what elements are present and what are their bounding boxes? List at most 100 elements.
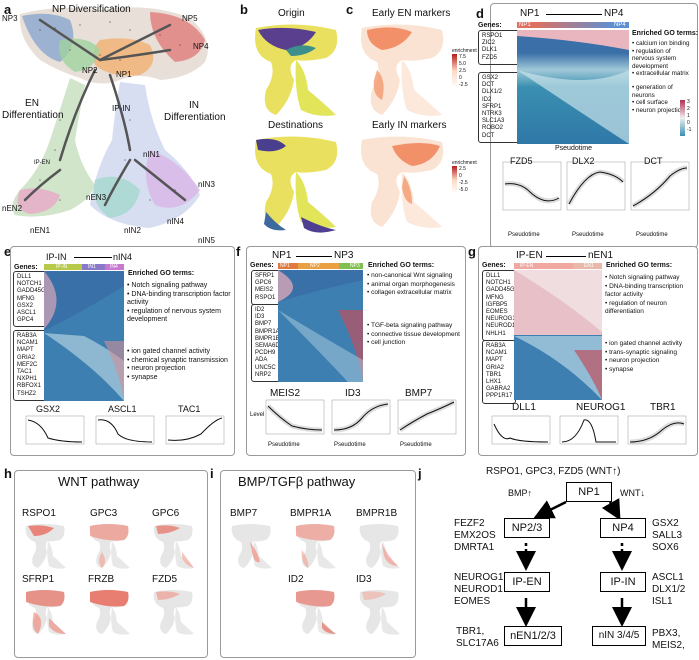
node-np4: NP4: [193, 42, 209, 51]
node-nin1: nIN1: [143, 150, 160, 159]
in-differentiation-label: IN Differentiation: [164, 100, 226, 123]
node-ipen-box: IP-EN: [504, 572, 550, 592]
panel-d-from: NP1: [520, 8, 540, 19]
panel-e-lineplots: [25, 415, 225, 445]
panel-i-umaps: [231, 524, 400, 635]
panel-e-plot-ascl1: ASCL1: [108, 404, 137, 414]
panel-e-from: IP-IN: [46, 252, 67, 262]
panel-d-xlabel: Pseudotime: [555, 145, 592, 152]
panel-e-genes-top: DLL1 NOTCH1 GADD45G MFNG GSX2 ASCL1 GPC4: [13, 271, 47, 328]
panel-f-plot-id3: ID3: [345, 388, 361, 399]
panel-e-heatmap: [44, 271, 124, 401]
panel-g-plot-tbr1: TBR1: [650, 402, 676, 413]
panel-a-umap: [12, 7, 208, 228]
panel-d-terms-top: calcium ion bindingregulation of nervous…: [632, 40, 694, 78]
bmp-up-label: BMP↑: [508, 488, 533, 498]
panel-g-go-label: Enriched GO terms:: [606, 262, 673, 269]
panel-d-terms-bottom: generation of neuronscell surfaceneuron …: [632, 84, 694, 114]
node-nin5: nIN5: [198, 236, 215, 245]
panel-f-seg-np1: NP1: [280, 263, 290, 269]
panel-b-letter: b: [240, 2, 248, 17]
panel-e-arrow: [74, 257, 112, 258]
early-in-umap: [361, 136, 444, 228]
panel-e-genes-label: Genes:: [14, 264, 38, 271]
node-np5: NP5: [182, 14, 198, 23]
panel-f-plot-bmp7: BMP7: [405, 388, 433, 399]
early-en-umap: [361, 24, 444, 116]
panel-d-letter: d: [476, 6, 484, 21]
panel-d-genes-label: Genes:: [478, 22, 502, 29]
panel-c-letter: c: [346, 2, 354, 17]
panel-g-terms-top: Notch signaling pathwayDNA-binding trans…: [605, 274, 695, 317]
panel-h-box: [14, 470, 208, 658]
panel-i-letter: i: [210, 466, 214, 481]
panel-g-segment-bar: [514, 263, 602, 269]
ip-en-label: IP-EN: [34, 160, 51, 166]
panel-e-seg-in4: IN4: [110, 264, 118, 270]
node-nin4: nIN4: [167, 217, 184, 226]
enrichment-legend-2: enrichment 2.5 0 -2.5 -5.0: [452, 160, 477, 194]
panel-e-go-label: Enriched GO terms:: [128, 270, 195, 277]
node-nen3: nEN3: [86, 193, 107, 202]
panel-d-to: NP4: [604, 8, 624, 19]
panel-f-xlabel-3: Pseudotime: [400, 442, 432, 448]
panel-g-genes-bottom: RAB3A NCAM1 MAPT GRIA2 TBR1 LHX1 GABRA2 PPP1R17: [482, 340, 516, 404]
panel-e-segment-bar: [44, 264, 124, 270]
node-nen2: nEN2: [2, 204, 23, 213]
panel-d-seg-np1: NP1: [519, 22, 531, 28]
panel-g-from: IP-EN: [516, 250, 543, 261]
panel-g-plot-dll1: DLL1: [512, 402, 536, 413]
panel-d-scale: [680, 100, 685, 136]
panel-d-genes-top: RSPO1 ZIC2 DLK1 FZD5: [478, 30, 522, 65]
bmp-bmp7-label: BMP7: [230, 508, 258, 519]
panel-j-right-genes-3: PBX3, MEIS2,: [652, 628, 685, 651]
panel-h-letter: h: [4, 466, 12, 481]
wnt-gpc6-label: GPC6: [152, 508, 180, 519]
node-np3: NP3: [2, 14, 18, 23]
panel-e-plot-gsx2: GSX2: [36, 404, 61, 414]
panel-e-terms-bottom: ion gated channel activitychemical synap…: [127, 348, 231, 382]
panel-f-to: NP3: [334, 250, 354, 261]
panel-f-ylabel: Level: [250, 412, 265, 418]
panel-f-from: NP1: [272, 250, 292, 261]
bmp-bmpr1a-label: BMPR1A: [290, 508, 332, 519]
node-np1: NP1: [116, 70, 132, 79]
panel-j-arrows: [516, 498, 632, 627]
panel-d-genes-bottom: GSX2 DCT DLX1/2 ID2 SFRP1 NTRK3 SLC1A3 ROBO2 DCT: [478, 72, 522, 143]
node-np2: NP2: [82, 66, 98, 75]
destinations-umap: [255, 136, 338, 233]
wnt-frzb-label: FRZB: [88, 574, 115, 585]
panel-g-terms-bottom: ion gated channel activitytrans-synaptic…: [605, 340, 695, 374]
panel-f-plot-meis2: MEIS2: [270, 388, 301, 399]
panel-j-right-genes-1: GSX2 SALL3 SOX6: [652, 518, 683, 553]
panel-f-terms-bottom: TGF-beta signaling pathwayconnective tis…: [367, 322, 463, 348]
panel-f-segment-bar: [278, 263, 363, 269]
panel-f-seg-np2: NP2: [310, 263, 320, 269]
panel-a-letter: a: [4, 2, 12, 17]
panel-j-right-genes-2: ASCL1 DLX1/2 ISL1: [652, 572, 686, 607]
panel-d-plot-dlx2: DLX2: [572, 156, 595, 166]
panel-e-seg-in1: IN1: [88, 264, 96, 270]
node-nin-box: nIN 3/4/5: [592, 626, 646, 646]
panel-g-to: nEN1: [588, 250, 614, 261]
panel-f-go-label: Enriched GO terms:: [368, 262, 435, 269]
en-differentiation-label: EN Differentiation: [2, 98, 64, 121]
panel-e-terms-top: Notch signaling pathwayDNA-binding trans…: [127, 282, 231, 325]
panel-f-genes-label: Genes:: [250, 262, 274, 269]
panel-d-plot-fzd5: FZD5: [510, 156, 533, 166]
panel-d-seg-np4: NP4: [614, 22, 626, 28]
panel-g-genes-label: Genes:: [482, 262, 506, 269]
panel-g-arrow: [546, 256, 586, 257]
panel-f-xlabel-1: Pseudotime: [268, 442, 300, 448]
panel-j-left-genes-3: TBR1, SLC17A6: [456, 626, 499, 649]
panel-d-lineplots: [502, 161, 690, 211]
panel-d-xlabel-3: Pseudotime: [636, 232, 668, 238]
wnt-gpc3-label: GPC3: [90, 508, 118, 519]
panel-d-plot-dct: DCT: [644, 156, 663, 166]
origin-title: Origin: [278, 8, 305, 19]
panel-g-heatmap: [514, 270, 602, 400]
ip-in-label: IP-IN: [112, 104, 131, 113]
panel-j-top-signal: RSPO1, GPC3, FZD5 (WNT↑): [486, 466, 621, 477]
panel-d-xlabel-2: Pseudotime: [572, 232, 604, 238]
panel-d-arrow: [546, 14, 602, 15]
